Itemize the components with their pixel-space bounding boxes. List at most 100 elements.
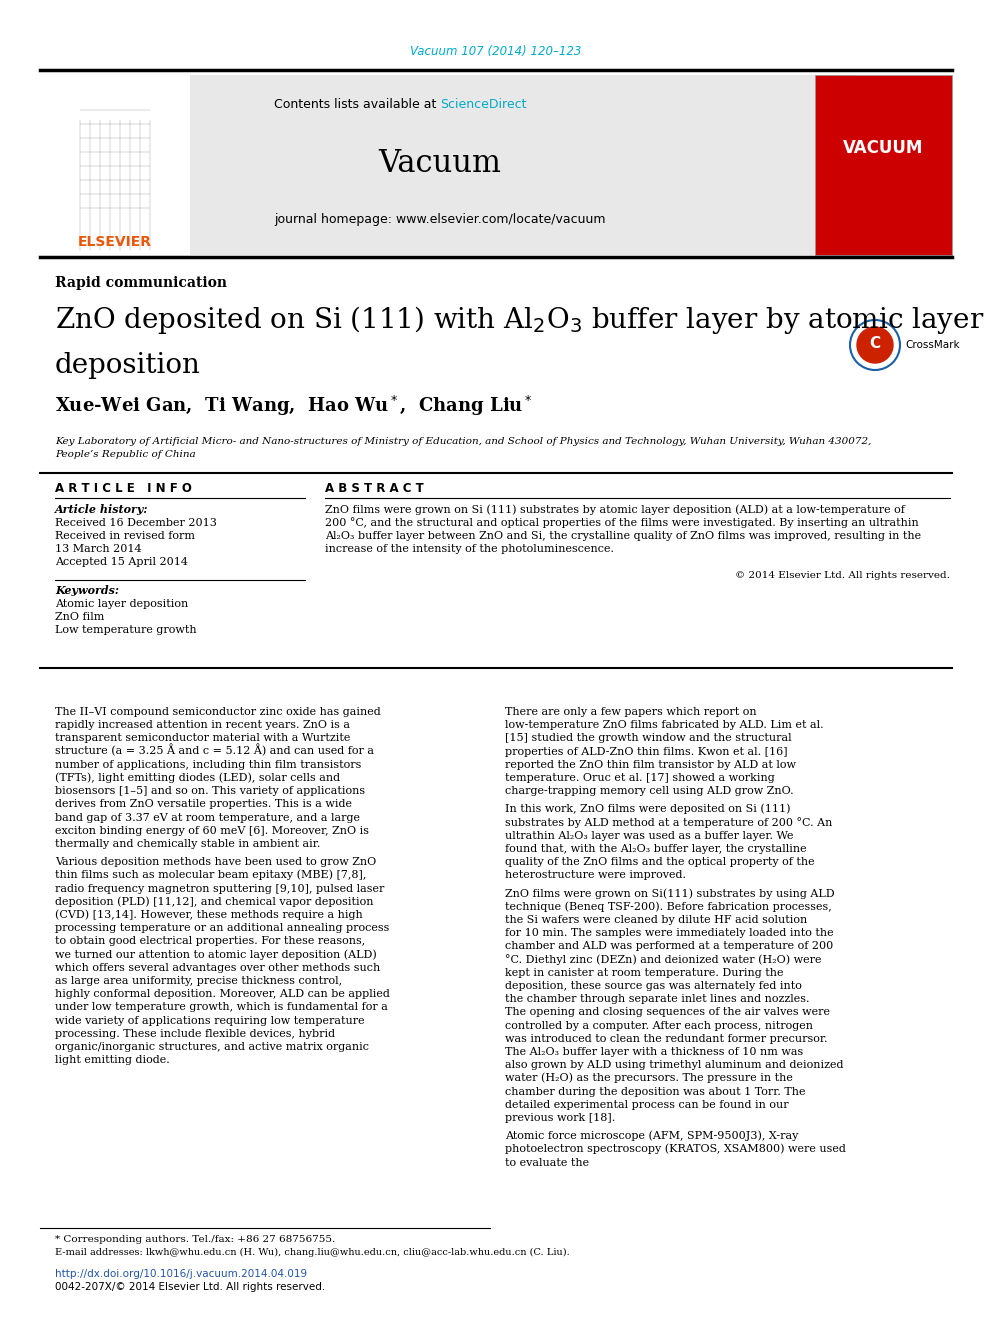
Text: A B S T R A C T: A B S T R A C T [325,482,424,495]
Text: band gap of 3.37 eV at room temperature, and a large: band gap of 3.37 eV at room temperature,… [55,812,360,823]
Text: Keywords:: Keywords: [55,585,119,595]
Text: deposition: deposition [55,352,200,378]
Text: The II–VI compound semiconductor zinc oxide has gained: The II–VI compound semiconductor zinc ox… [55,706,381,717]
Text: thin films such as molecular beam epitaxy (MBE) [7,8],: thin films such as molecular beam epitax… [55,869,366,880]
Text: structure (a = 3.25 Å and c = 5.12 Å) and can used for a: structure (a = 3.25 Å and c = 5.12 Å) an… [55,744,374,757]
Text: ultrathin Al₂O₃ layer was used as a buffer layer. We: ultrathin Al₂O₃ layer was used as a buff… [505,831,794,841]
Text: CrossMark: CrossMark [905,340,959,351]
Text: ScienceDirect: ScienceDirect [440,98,527,111]
Text: exciton binding energy of 60 meV [6]. Moreover, ZnO is: exciton binding energy of 60 meV [6]. Mo… [55,826,369,836]
Text: reported the ZnO thin film transistor by ALD at low: reported the ZnO thin film transistor by… [505,759,796,770]
Text: The Al₂O₃ buffer layer with a thickness of 10 nm was: The Al₂O₃ buffer layer with a thickness … [505,1046,804,1057]
Text: Key Laboratory of Artificial Micro- and Nano-structures of Ministry of Education: Key Laboratory of Artificial Micro- and … [55,437,871,446]
Text: water (H₂O) as the precursors. The pressure in the: water (H₂O) as the precursors. The press… [505,1073,793,1084]
Text: to obtain good electrical properties. For these reasons,: to obtain good electrical properties. Fo… [55,937,365,946]
Text: Accepted 15 April 2014: Accepted 15 April 2014 [55,557,188,568]
Text: which offers several advantages over other methods such: which offers several advantages over oth… [55,963,380,972]
Bar [40,75,855,255]
Circle shape [857,327,893,363]
Text: charge-trapping memory cell using ALD grow ZnO.: charge-trapping memory cell using ALD gr… [505,786,794,796]
Text: Various deposition methods have been used to grow ZnO: Various deposition methods have been use… [55,857,376,867]
Text: http://dx.doi.org/10.1016/j.vacuum.2014.04.019: http://dx.doi.org/10.1016/j.vacuum.2014.… [55,1269,308,1279]
Text: deposition (PLD) [11,12], and chemical vapor deposition: deposition (PLD) [11,12], and chemical v… [55,896,374,906]
Text: previous work [18].: previous work [18]. [505,1113,615,1123]
Text: heterostructure were improved.: heterostructure were improved. [505,871,686,880]
Text: temperature. Oruc et al. [17] showed a working: temperature. Oruc et al. [17] showed a w… [505,773,775,783]
Text: VACUUM: VACUUM [843,139,924,157]
Text: processing temperature or an additional annealing process: processing temperature or an additional … [55,923,390,933]
Text: as large area uniformity, precise thickness control,: as large area uniformity, precise thickn… [55,976,342,986]
Text: ZnO film: ZnO film [55,613,104,622]
Text: chamber and ALD was performed at a temperature of 200: chamber and ALD was performed at a tempe… [505,942,833,951]
Text: low-temperature ZnO films fabricated by ALD. Lim et al.: low-temperature ZnO films fabricated by … [505,720,823,730]
Text: number of applications, including thin film transistors: number of applications, including thin f… [55,759,361,770]
Text: E-mail addresses: lkwh@whu.edu.cn (H. Wu), chang.liu@whu.edu.cn, cliu@acc-lab.wh: E-mail addresses: lkwh@whu.edu.cn (H. Wu… [55,1248,569,1257]
Text: substrates by ALD method at a temperature of 200 °C. An: substrates by ALD method at a temperatur… [505,816,832,828]
Text: ELSEVIER: ELSEVIER [78,235,152,249]
Text: C: C [869,336,881,352]
Text: transparent semiconductor material with a Wurtzite: transparent semiconductor material with … [55,733,350,744]
Text: also grown by ALD using trimethyl aluminum and deionized: also grown by ALD using trimethyl alumin… [505,1060,843,1070]
Text: we turned our attention to atomic layer deposition (ALD): we turned our attention to atomic layer … [55,949,377,959]
Text: the chamber through separate inlet lines and nozzles.: the chamber through separate inlet lines… [505,994,809,1004]
Text: A R T I C L E   I N F O: A R T I C L E I N F O [55,482,191,495]
Text: 200 °C, and the structural and optical properties of the films were investigated: 200 °C, and the structural and optical p… [325,517,919,528]
Text: 13 March 2014: 13 March 2014 [55,544,142,554]
Text: © 2014 Elsevier Ltd. All rights reserved.: © 2014 Elsevier Ltd. All rights reserved… [735,572,950,579]
Text: ZnO films were grown on Si (111) substrates by atomic layer deposition (ALD) at : ZnO films were grown on Si (111) substra… [325,504,905,515]
Text: Contents lists available at: Contents lists available at [274,98,440,111]
Text: for 10 min. The samples were immediately loaded into the: for 10 min. The samples were immediately… [505,929,833,938]
Circle shape [853,323,897,366]
Text: organic/inorganic structures, and active matrix organic: organic/inorganic structures, and active… [55,1043,369,1052]
Text: found that, with the Al₂O₃ buffer layer, the crystalline: found that, with the Al₂O₃ buffer layer,… [505,844,806,855]
Text: * Corresponding authors. Tel./fax: +86 27 68756755.: * Corresponding authors. Tel./fax: +86 2… [55,1234,335,1244]
Text: derives from ZnO versatile properties. This is a wide: derives from ZnO versatile properties. T… [55,799,352,810]
Bar [815,75,952,255]
Text: properties of ALD-ZnO thin films. Kwon et al. [16]: properties of ALD-ZnO thin films. Kwon e… [505,746,788,757]
Text: was introduced to clean the redundant former precursor.: was introduced to clean the redundant fo… [505,1033,827,1044]
Text: Al₂O₃ buffer layer between ZnO and Si, the crystalline quality of ZnO films was : Al₂O₃ buffer layer between ZnO and Si, t… [325,531,922,541]
Text: deposition, these source gas was alternately fed into: deposition, these source gas was alterna… [505,980,802,991]
Text: increase of the intensity of the photoluminescence.: increase of the intensity of the photolu… [325,544,614,554]
Text: Rapid communication: Rapid communication [55,277,227,290]
Text: Vacuum: Vacuum [379,147,502,179]
Text: Received in revised form: Received in revised form [55,531,195,541]
Text: Atomic force microscope (AFM, SPM-9500J3), X-ray: Atomic force microscope (AFM, SPM-9500J3… [505,1131,799,1142]
Text: light emitting diode.: light emitting diode. [55,1056,170,1065]
Text: There are only a few papers which report on: There are only a few papers which report… [505,706,757,717]
Text: biosensors [1–5] and so on. This variety of applications: biosensors [1–5] and so on. This variety… [55,786,365,796]
Text: under low temperature growth, which is fundamental for a: under low temperature growth, which is f… [55,1003,388,1012]
Text: controlled by a computer. After each process, nitrogen: controlled by a computer. After each pro… [505,1020,813,1031]
Text: detailed experimental process can be found in our: detailed experimental process can be fou… [505,1099,789,1110]
Text: radio frequency magnetron sputtering [9,10], pulsed laser: radio frequency magnetron sputtering [9,… [55,884,384,893]
Text: wide variety of applications requiring low temperature: wide variety of applications requiring l… [55,1016,365,1025]
Text: Vacuum 107 (2014) 120–123: Vacuum 107 (2014) 120–123 [411,45,581,58]
Text: journal homepage: www.elsevier.com/locate/vacuum: journal homepage: www.elsevier.com/locat… [274,213,606,226]
Text: (CVD) [13,14]. However, these methods require a high: (CVD) [13,14]. However, these methods re… [55,909,363,919]
Text: photoelectron spectroscopy (KRATOS, XSAM800) were used: photoelectron spectroscopy (KRATOS, XSAM… [505,1144,846,1155]
Text: thermally and chemically stable in ambient air.: thermally and chemically stable in ambie… [55,839,320,849]
Text: 0042-207X/© 2014 Elsevier Ltd. All rights reserved.: 0042-207X/© 2014 Elsevier Ltd. All right… [55,1282,325,1293]
Text: The opening and closing sequences of the air valves were: The opening and closing sequences of the… [505,1007,830,1017]
Text: kept in canister at room temperature. During the: kept in canister at room temperature. Du… [505,968,784,978]
Text: ZnO deposited on Si (111) with Al$_2$O$_3$ buffer layer by atomic layer: ZnO deposited on Si (111) with Al$_2$O$_… [55,304,984,336]
Text: [15] studied the growth window and the structural: [15] studied the growth window and the s… [505,733,792,744]
Text: highly conformal deposition. Moreover, ALD can be applied: highly conformal deposition. Moreover, A… [55,990,390,999]
Text: Xue-Wei Gan,  Ti Wang,  Hao Wu$^*$,  Chang Liu$^*$: Xue-Wei Gan, Ti Wang, Hao Wu$^*$, Chang … [55,394,533,418]
Text: °C. Diethyl zinc (DEZn) and deionized water (H₂O) were: °C. Diethyl zinc (DEZn) and deionized wa… [505,954,821,964]
Text: (TFTs), light emitting diodes (LED), solar cells and: (TFTs), light emitting diodes (LED), sol… [55,773,340,783]
Text: technique (Beneq TSF-200). Before fabrication processes,: technique (Beneq TSF-200). Before fabric… [505,901,831,912]
Text: the Si wafers were cleaned by dilute HF acid solution: the Si wafers were cleaned by dilute HF … [505,916,807,925]
Text: to evaluate the: to evaluate the [505,1158,589,1168]
Text: chamber during the deposition was about 1 Torr. The: chamber during the deposition was about … [505,1086,806,1097]
Text: Atomic layer deposition: Atomic layer deposition [55,599,188,609]
Text: quality of the ZnO films and the optical property of the: quality of the ZnO films and the optical… [505,857,814,867]
Text: Low temperature growth: Low temperature growth [55,624,196,635]
Bar [40,75,190,255]
Text: In this work, ZnO films were deposited on Si (111): In this work, ZnO films were deposited o… [505,804,791,815]
Text: Received 16 December 2013: Received 16 December 2013 [55,519,217,528]
Text: People’s Republic of China: People’s Republic of China [55,450,195,459]
Text: Article history:: Article history: [55,504,149,515]
Text: rapidly increased attention in recent years. ZnO is a: rapidly increased attention in recent ye… [55,720,350,730]
Text: processing. These include flexible devices, hybrid: processing. These include flexible devic… [55,1029,335,1039]
